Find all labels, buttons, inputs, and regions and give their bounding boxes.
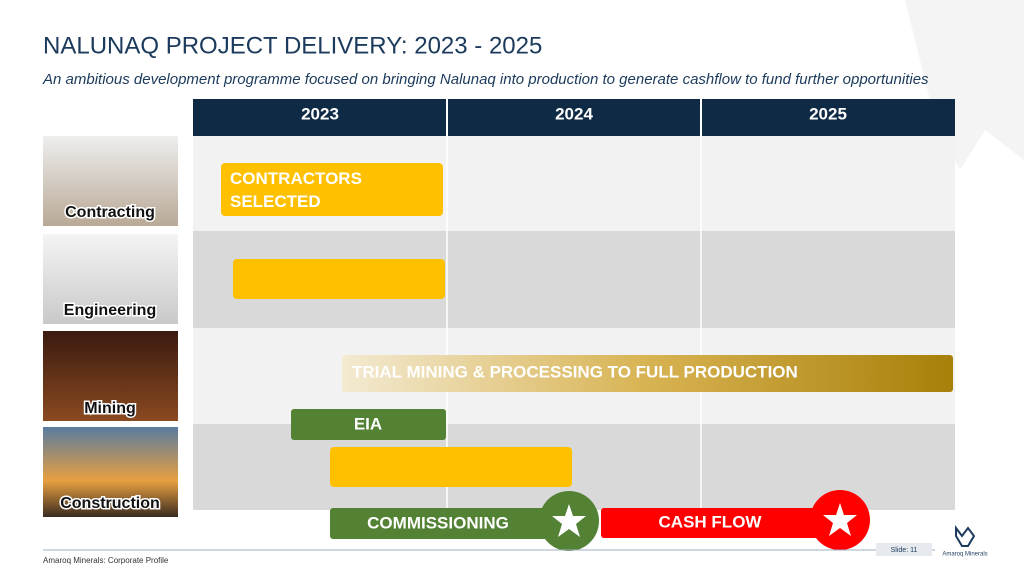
bar-label: EIA [354,414,382,433]
bar [221,163,443,216]
bar-label: CONTRACTORS SELECTED [230,169,362,211]
bar [291,409,446,440]
bar [601,508,830,538]
bar [330,447,572,487]
bar [233,259,445,299]
bar-label: CASH FLOW [659,512,763,531]
row-image [43,136,178,226]
title: NALUNAQ PROJECT DELIVERY: 2023 - 2025 [43,32,542,59]
row-label: Mining [84,400,136,417]
bar-label-text: CONTRACTORS SELECTED [230,169,362,211]
year: 2023 [301,104,339,123]
row-label: Engineering [64,302,156,319]
bar-label: TRIAL MINING & PROCESSING TO FULL PRODUC… [352,362,798,381]
row-image [43,331,178,421]
row-label: Contracting [65,204,155,221]
footer-text: Amaroq Minerals: Corporate Profile [43,556,169,565]
header-band [193,99,955,136]
bar [342,355,953,392]
bar [330,508,560,539]
row-image [43,234,178,324]
row-image [43,427,178,517]
slide-number: Slide: 11 [891,547,918,554]
row-label: Construction [60,495,160,512]
logo [955,525,976,547]
bar-label: COMMISSIONING [367,513,509,532]
logo-text: Amaroq Minerals [942,552,987,558]
year: 2025 [809,104,847,123]
subtitle: An ambitious development programme focus… [42,71,929,88]
watermark [905,0,1024,170]
year: 2024 [555,104,593,123]
